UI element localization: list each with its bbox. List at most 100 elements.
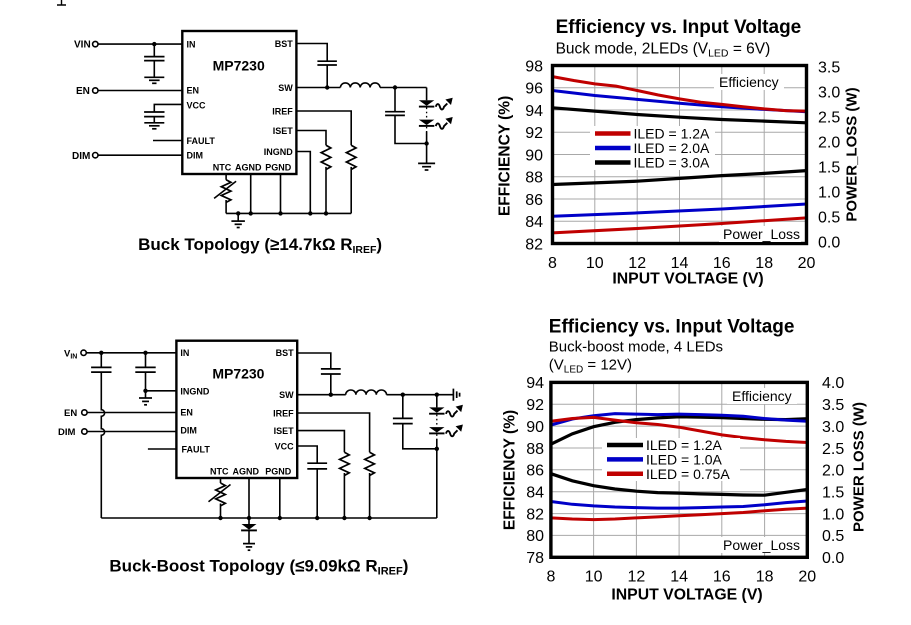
svg-text:88: 88 [526,441,544,458]
svg-text:2.5: 2.5 [818,110,840,127]
svg-text:78: 78 [526,550,544,567]
svg-text:MP7230: MP7230 [213,58,265,74]
svg-text:MP7230: MP7230 [212,366,264,382]
svg-text:84: 84 [526,485,544,502]
svg-text:BST: BST [276,348,295,358]
svg-text:DIM: DIM [180,425,197,435]
svg-text:(VLED = 12V): (VLED = 12V) [549,357,632,376]
svg-text:20: 20 [798,569,816,586]
svg-text:IN: IN [180,348,189,358]
svg-text:3.0: 3.0 [818,85,840,102]
svg-text:10: 10 [585,569,603,586]
svg-text:1.0: 1.0 [818,185,840,202]
svg-text:94: 94 [526,375,544,392]
svg-text:PGND: PGND [265,162,292,172]
svg-text:VIN: VIN [74,40,91,51]
svg-text:92: 92 [526,397,544,414]
svg-text:20: 20 [798,255,816,272]
svg-text:18: 18 [756,569,774,586]
svg-text:SW: SW [279,390,294,400]
svg-text:NTC: NTC [210,467,229,477]
svg-text:IN: IN [187,39,196,49]
svg-text:DIM: DIM [58,427,76,438]
svg-text:2.0: 2.0 [822,463,844,480]
svg-text:Power_Loss: Power_Loss [723,537,800,553]
svg-text:16: 16 [713,569,731,586]
svg-text:98: 98 [525,58,543,75]
svg-text:EN: EN [180,408,193,418]
svg-text:92: 92 [525,125,543,142]
svg-text:12: 12 [628,255,646,272]
svg-text:1.0: 1.0 [822,506,844,523]
svg-text:16: 16 [713,255,731,272]
svg-text:VCC: VCC [187,101,207,111]
svg-text:10: 10 [586,255,604,272]
svg-text:ILED = 2.0A: ILED = 2.0A [634,140,711,156]
svg-text:INPUT VOLTAGE (V): INPUT VOLTAGE (V) [612,271,763,288]
svg-text:Efficiency vs. Input Voltage: Efficiency vs. Input Voltage [556,17,802,38]
svg-text:ILED = 1.0A: ILED = 1.0A [646,451,723,467]
svg-text:POWER LOSS (W): POWER LOSS (W) [851,402,868,532]
svg-text:INGND: INGND [264,147,294,157]
svg-text:Buck-Boost Topology (≤9.09kΩ R: Buck-Boost Topology (≤9.09kΩ RIREF) [109,557,408,578]
svg-text:2.5: 2.5 [822,441,844,458]
svg-text:NTC: NTC [213,162,232,172]
svg-text:14: 14 [670,569,688,586]
svg-text:88: 88 [525,170,543,187]
svg-text:18: 18 [755,255,773,272]
svg-text:3.5: 3.5 [818,60,840,77]
svg-text:0.0: 0.0 [818,235,840,252]
svg-text:Efficiency vs. Input Voltage: Efficiency vs. Input Voltage [549,317,795,338]
svg-text:VCC: VCC [275,441,295,451]
svg-text:IREF: IREF [272,106,293,116]
svg-text:0.5: 0.5 [818,210,840,227]
svg-text:Buck-boost mode, 4 LEDs: Buck-boost mode, 4 LEDs [549,339,723,356]
svg-text:Buck Topology (≥14.7kΩ RIREF): Buck Topology (≥14.7kΩ RIREF) [138,235,382,256]
svg-text:POWER_LOSS (W): POWER_LOSS (W) [844,87,861,221]
svg-text:Efficiency: Efficiency [719,74,779,90]
svg-text:12: 12 [628,569,646,586]
svg-text:82: 82 [525,236,543,253]
svg-text:BST: BST [275,39,294,49]
svg-text:1.5: 1.5 [818,160,840,177]
svg-text:82: 82 [526,506,544,523]
svg-text:DIM: DIM [187,151,204,161]
svg-text:2.0: 2.0 [818,135,840,152]
svg-text:86: 86 [525,192,543,209]
svg-text:Buck mode, 2LEDs (VLED = 6V): Buck mode, 2LEDs (VLED = 6V) [556,41,771,60]
svg-text:90: 90 [525,147,543,164]
svg-text:Power_Loss: Power_Loss [723,226,800,242]
svg-text:80: 80 [526,528,544,545]
svg-text:84: 84 [525,214,543,231]
svg-text:86: 86 [526,463,544,480]
svg-text:94: 94 [525,103,543,120]
svg-text:EN: EN [64,408,77,419]
svg-text:PGND: PGND [265,467,292,477]
svg-text:AGND: AGND [233,467,260,477]
svg-text:FAULT: FAULT [182,444,211,454]
svg-text:SW: SW [278,83,293,93]
svg-text:DIM: DIM [72,151,90,162]
svg-text:INPUT VOLTAGE (V): INPUT VOLTAGE (V) [611,587,762,604]
svg-text:ILED = 1.2A: ILED = 1.2A [634,126,711,142]
svg-text:ILED = 3.0A: ILED = 3.0A [634,155,711,171]
svg-text:ILED = 1.2A: ILED = 1.2A [646,437,723,453]
svg-text:96: 96 [525,81,543,98]
svg-text:INGND: INGND [180,387,210,397]
svg-text:3.5: 3.5 [822,397,844,414]
svg-text:FAULT: FAULT [187,136,216,146]
svg-text:EN: EN [76,86,90,97]
svg-text:EFFICIENCY (%): EFFICIENCY (%) [501,410,518,530]
svg-text:Efficiency: Efficiency [732,388,792,404]
svg-text:90: 90 [526,419,544,436]
svg-text:IREF: IREF [273,408,294,418]
svg-text:ISET: ISET [273,126,294,136]
svg-text:8: 8 [548,255,557,272]
svg-text:EN: EN [187,86,200,96]
svg-text:14: 14 [671,255,689,272]
svg-text:ILED = 0.75A: ILED = 0.75A [646,466,730,482]
svg-text:1.5: 1.5 [822,485,844,502]
svg-text:0.0: 0.0 [822,550,844,567]
svg-text:AGND: AGND [235,162,262,172]
svg-text:4.0: 4.0 [822,375,844,392]
